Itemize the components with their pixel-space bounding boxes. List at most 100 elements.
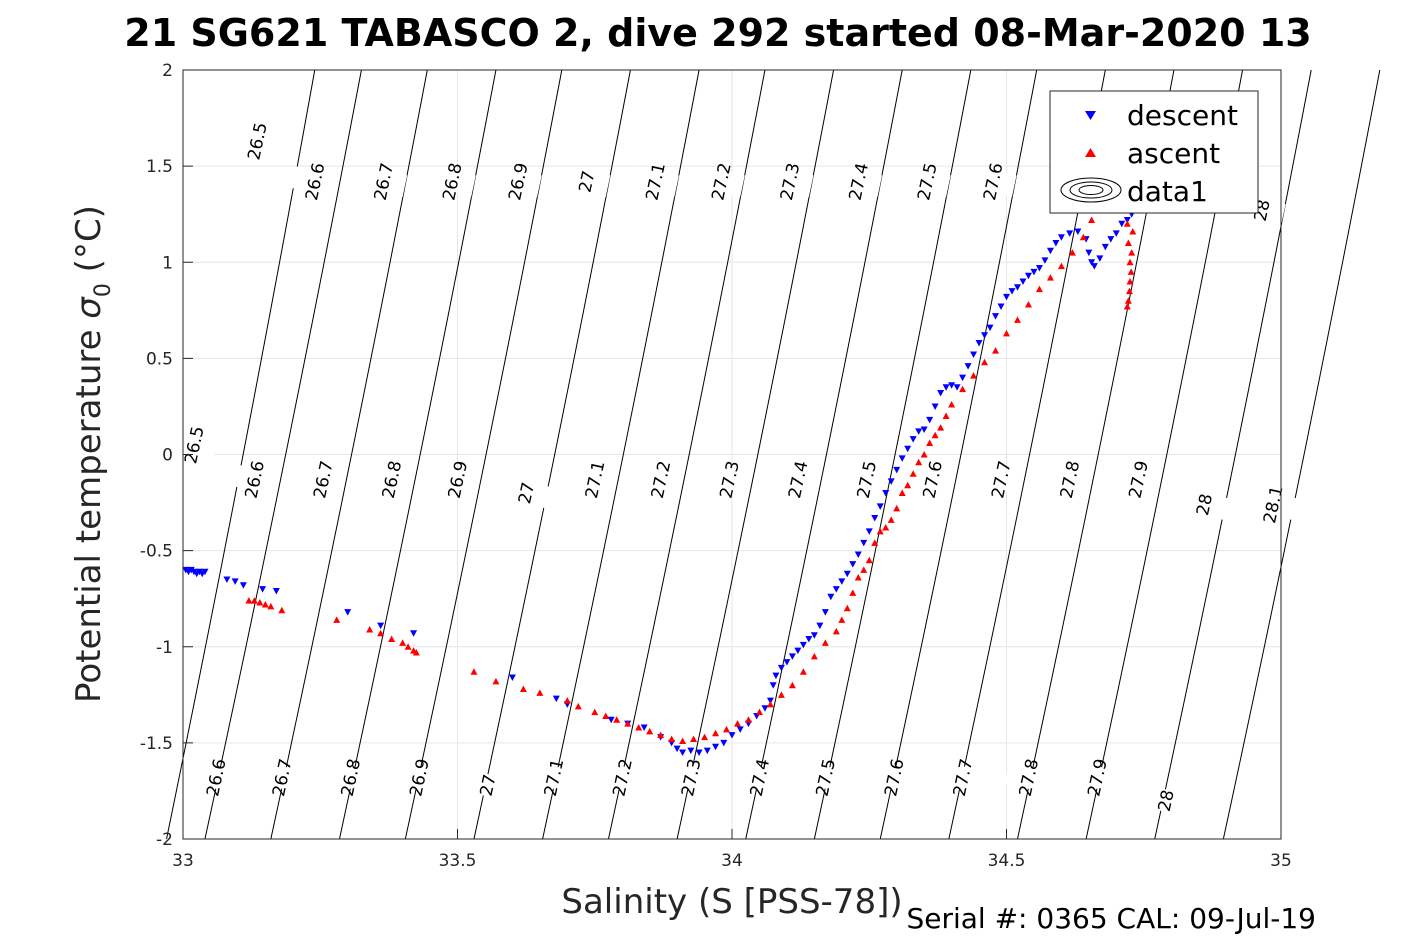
ascent-point	[843, 604, 851, 612]
descent-point	[1101, 243, 1109, 251]
ascent-point	[1128, 249, 1136, 256]
ascent-point	[624, 720, 632, 727]
ascent-point	[613, 716, 621, 723]
ascent-point	[832, 627, 840, 635]
ascent-point	[733, 720, 741, 727]
x-tick-label: 34	[721, 851, 743, 871]
ascent-point	[470, 668, 478, 675]
ascent-point	[412, 649, 420, 656]
descent-point	[942, 384, 950, 391]
descent-point	[1057, 234, 1065, 241]
legend-descent-label: descent	[1127, 99, 1238, 132]
descent-point	[1085, 249, 1093, 257]
y-tick-label: 1	[162, 253, 173, 273]
ascent-point	[256, 599, 264, 606]
ascent-point	[788, 681, 796, 689]
ascent-point	[635, 723, 643, 731]
contour-label-bg	[529, 762, 578, 793]
descent-point	[1030, 268, 1038, 276]
ascent-point	[1088, 216, 1096, 223]
legend-data1-label: data1	[1127, 175, 1208, 208]
ascent-point	[766, 700, 774, 708]
contour-label-bg	[290, 166, 339, 197]
descent-point	[410, 630, 418, 637]
ascent-point	[701, 733, 709, 741]
descent-point	[816, 622, 824, 630]
ascent-point	[882, 524, 890, 531]
ascent-point	[744, 716, 752, 723]
contour-label: 27	[477, 773, 501, 798]
contour-label-bg	[359, 166, 408, 197]
contour-label-bg	[562, 166, 611, 197]
ascent-point	[1124, 297, 1132, 304]
x-tick-label: 35	[1270, 851, 1292, 871]
descent-point	[788, 653, 796, 660]
ascent-point	[904, 481, 912, 489]
contour-label-bg	[598, 762, 647, 793]
descent-point	[769, 682, 777, 689]
contour-label-bg	[870, 762, 918, 793]
ascent-point	[690, 735, 698, 743]
descent-point	[953, 384, 961, 391]
x-tick-label: 34.5	[988, 851, 1026, 871]
descent-point	[703, 747, 711, 755]
contour-label-bg	[834, 166, 883, 197]
descent-point	[810, 632, 818, 639]
contour-label-bg	[968, 166, 1017, 197]
descent-point	[931, 403, 939, 410]
contour-label-bg	[1141, 785, 1190, 816]
ascent-point	[1057, 262, 1065, 270]
ascent-point	[887, 516, 895, 523]
descent-point	[1052, 240, 1060, 247]
descent-point	[1096, 255, 1104, 262]
descent-point	[1003, 293, 1010, 301]
ascent-point	[1124, 239, 1132, 247]
ascent-point	[278, 606, 286, 614]
ascent-point	[657, 731, 665, 739]
descent-point	[777, 664, 785, 672]
ascent-point	[992, 347, 1000, 354]
ascent-point	[959, 385, 967, 393]
contour-label-bg	[233, 125, 281, 157]
sigma-contour-line	[1154, 69, 1312, 840]
ascent-point	[898, 489, 906, 496]
contour-label-bg	[1180, 489, 1228, 520]
data-series	[182, 190, 1138, 756]
ascent-point	[261, 600, 269, 608]
descent-point	[736, 726, 744, 733]
contour-label-bg	[502, 477, 550, 509]
descent-point	[838, 578, 846, 585]
ascent-point	[937, 424, 945, 431]
descent-point	[1118, 220, 1126, 228]
y-tick-label: 0.5	[146, 349, 173, 369]
ascent-point	[245, 597, 253, 604]
descent-point	[854, 551, 862, 558]
descent-point	[344, 609, 352, 616]
ascent-point	[948, 401, 956, 408]
descent-point	[712, 743, 720, 751]
descent-point	[761, 705, 769, 712]
descent-point	[766, 697, 774, 705]
descent-point	[552, 695, 560, 703]
legend-box	[1049, 90, 1259, 214]
ascent-point	[404, 643, 412, 650]
ascent-point	[333, 616, 341, 623]
axis-ticks: 33 33.5 34 34.5 35 -2 -1.5 -1 -0.5 0 0.5 1 1.5 2	[140, 61, 1292, 871]
descent-point	[1107, 236, 1115, 243]
ascent-point	[1003, 329, 1010, 337]
ascent-point	[854, 574, 862, 581]
descent-point	[821, 609, 829, 616]
contour-label-bg	[1004, 762, 1053, 793]
ascent-point	[1024, 301, 1032, 308]
ascent-point	[366, 625, 374, 633]
descent-point	[607, 716, 615, 724]
descent-point	[239, 582, 247, 589]
ascent-point	[679, 737, 687, 744]
descent-point	[695, 749, 703, 756]
descent-point	[909, 436, 917, 443]
x-axis-label: Salinity (S [PSS-78])	[561, 882, 902, 922]
ascent-point	[970, 372, 978, 379]
descent-point	[893, 466, 901, 474]
descent-point	[508, 674, 516, 682]
descent-point	[986, 324, 994, 332]
